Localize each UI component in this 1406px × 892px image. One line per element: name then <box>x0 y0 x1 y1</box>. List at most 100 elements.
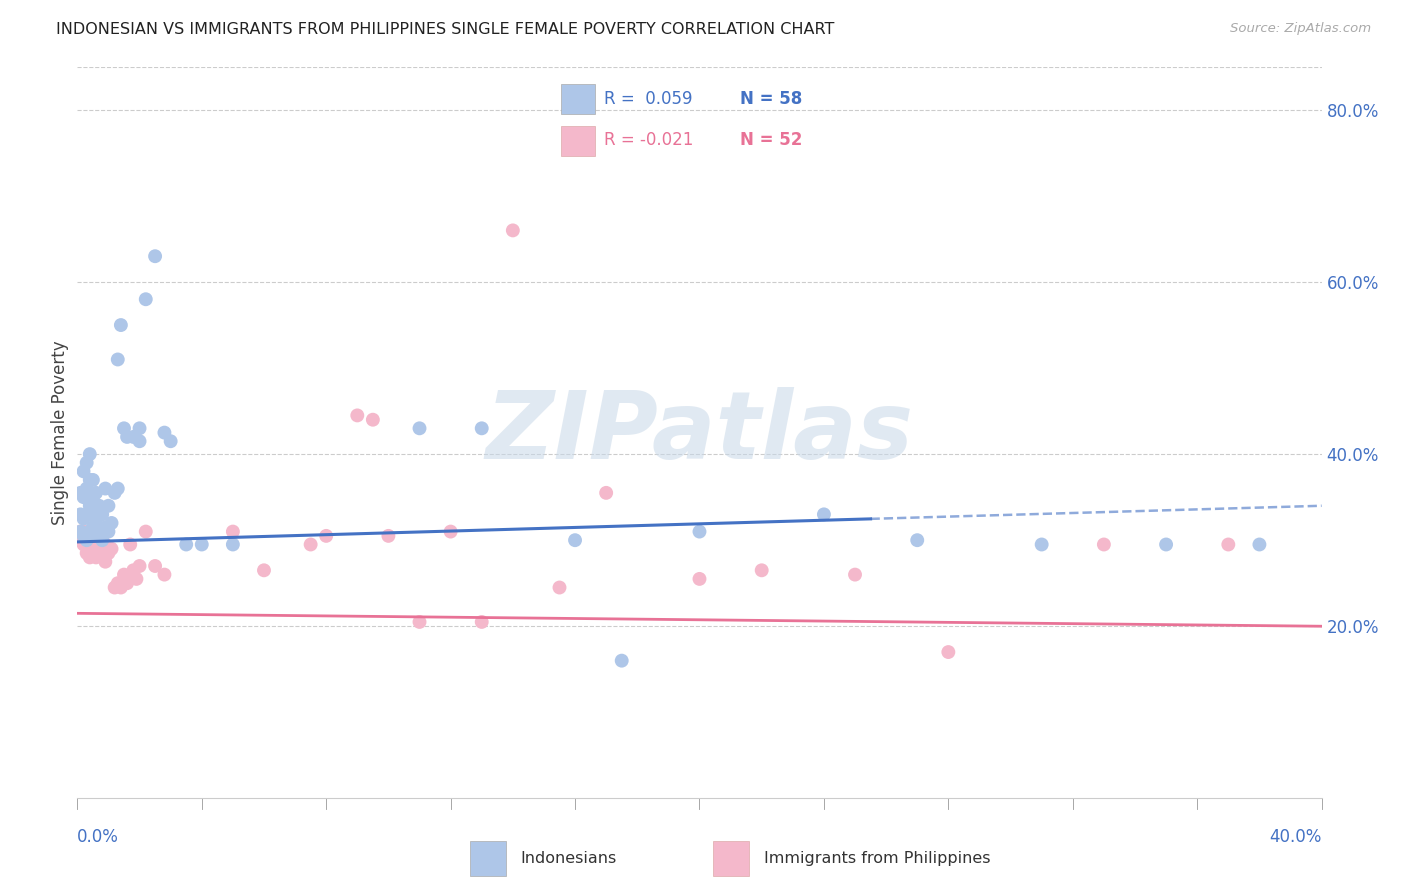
Text: 0.0%: 0.0% <box>77 828 120 846</box>
Point <box>107 576 129 591</box>
Point <box>82 529 104 543</box>
Point <box>128 434 150 449</box>
Point <box>813 508 835 522</box>
Point <box>69 524 91 539</box>
Point <box>84 520 107 534</box>
Point <box>72 524 94 539</box>
Point <box>76 529 98 543</box>
Point <box>191 537 214 551</box>
Text: R =  0.059: R = 0.059 <box>605 90 693 108</box>
Point <box>97 524 120 539</box>
Point <box>82 490 104 504</box>
Point <box>346 409 368 423</box>
Point <box>548 581 571 595</box>
Point <box>69 508 91 522</box>
Point <box>107 352 129 367</box>
Point <box>377 529 399 543</box>
Point <box>1092 537 1115 551</box>
Point <box>689 572 711 586</box>
Point <box>82 508 104 522</box>
Point <box>104 581 127 595</box>
Point <box>361 413 384 427</box>
Y-axis label: Single Female Poverty: Single Female Poverty <box>51 341 69 524</box>
Point <box>100 541 122 556</box>
Point <box>128 421 150 435</box>
Point <box>110 581 132 595</box>
Point <box>1031 537 1053 551</box>
Point <box>222 524 245 539</box>
Point <box>82 541 104 556</box>
Point <box>79 550 101 565</box>
Point <box>408 421 430 435</box>
Point <box>72 529 94 543</box>
Point <box>72 537 94 551</box>
Point <box>471 421 494 435</box>
Point <box>76 533 98 548</box>
Point <box>315 529 337 543</box>
Point <box>112 421 135 435</box>
Text: R = -0.021: R = -0.021 <box>605 131 693 149</box>
Point <box>125 572 148 586</box>
Point <box>153 425 176 440</box>
Bar <box>561 126 595 156</box>
Text: Immigrants from Philippines: Immigrants from Philippines <box>763 851 990 866</box>
Bar <box>470 841 506 876</box>
Point <box>115 430 138 444</box>
Text: N = 58: N = 58 <box>740 90 803 108</box>
Point <box>91 508 114 522</box>
Point <box>110 318 132 332</box>
Point <box>408 615 430 629</box>
Point <box>143 559 166 574</box>
Point <box>115 576 138 591</box>
Point <box>112 567 135 582</box>
Point <box>94 537 117 551</box>
Point <box>91 537 114 551</box>
Point <box>94 555 117 569</box>
Text: ZIPatlas: ZIPatlas <box>485 386 914 479</box>
Point <box>120 537 142 551</box>
Point <box>440 524 463 539</box>
Point <box>84 486 107 500</box>
Point <box>1249 537 1271 551</box>
Point <box>79 473 101 487</box>
Point <box>76 482 98 496</box>
Point <box>91 533 114 548</box>
Point <box>79 533 101 548</box>
Point <box>72 464 94 478</box>
Point <box>82 520 104 534</box>
Point <box>107 482 129 496</box>
Point <box>564 533 586 548</box>
Point <box>153 567 176 582</box>
Text: Indonesians: Indonesians <box>520 851 617 866</box>
Point <box>84 529 107 543</box>
Point <box>87 529 110 543</box>
Point <box>844 567 866 582</box>
Point <box>938 645 960 659</box>
Point <box>1154 537 1177 551</box>
Point <box>69 524 91 539</box>
Bar <box>561 84 595 114</box>
Point <box>751 563 773 577</box>
Point <box>299 537 322 551</box>
Point <box>610 654 633 668</box>
Text: N = 52: N = 52 <box>740 131 803 149</box>
Bar <box>713 841 748 876</box>
Point <box>76 546 98 560</box>
Text: 40.0%: 40.0% <box>1270 828 1322 846</box>
Point <box>97 546 120 560</box>
Point <box>87 499 110 513</box>
Point <box>143 249 166 263</box>
Point <box>79 499 101 513</box>
Point <box>87 524 110 539</box>
Point <box>84 533 107 548</box>
Point <box>100 516 122 530</box>
Point <box>91 524 114 539</box>
Point <box>79 524 101 539</box>
Point <box>159 434 181 449</box>
Point <box>76 508 98 522</box>
Point <box>595 486 617 500</box>
Point <box>84 511 107 525</box>
Point <box>69 533 91 548</box>
Point <box>905 533 928 548</box>
Point <box>122 563 145 577</box>
